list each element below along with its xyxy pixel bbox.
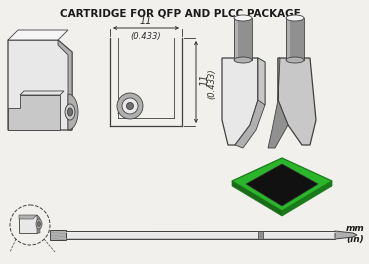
Circle shape (122, 98, 138, 114)
Polygon shape (58, 40, 72, 130)
Text: C420-280: C420-280 (153, 231, 197, 240)
Text: 11: 11 (200, 74, 210, 86)
Text: 11: 11 (140, 16, 152, 26)
Bar (258, 231, 263, 239)
Text: mm
(in): mm (in) (345, 224, 364, 244)
Polygon shape (232, 181, 282, 216)
Polygon shape (222, 58, 258, 145)
Polygon shape (68, 94, 78, 130)
Ellipse shape (65, 104, 75, 120)
Bar (234, 18, 238, 60)
Ellipse shape (234, 15, 252, 21)
Ellipse shape (286, 57, 304, 63)
Bar (19, 215, 37, 233)
Polygon shape (268, 58, 288, 148)
Polygon shape (8, 30, 68, 40)
Polygon shape (19, 215, 37, 219)
Text: (0.433): (0.433) (207, 69, 216, 99)
Polygon shape (278, 58, 316, 145)
Circle shape (127, 102, 134, 110)
Text: CARTRIDGE FOR QFP AND PLCC PACKAGE: CARTRIDGE FOR QFP AND PLCC PACKAGE (60, 8, 300, 18)
Bar (286, 18, 290, 60)
Polygon shape (246, 164, 318, 206)
Polygon shape (335, 231, 357, 239)
Ellipse shape (68, 108, 72, 116)
Bar (66, 231, 335, 239)
Bar (286, 18, 304, 60)
Ellipse shape (286, 15, 304, 21)
Bar (234, 18, 252, 60)
Polygon shape (258, 58, 265, 105)
Polygon shape (232, 158, 332, 211)
Ellipse shape (234, 57, 252, 63)
Polygon shape (37, 215, 40, 233)
Polygon shape (20, 91, 64, 95)
Polygon shape (8, 95, 60, 130)
Ellipse shape (38, 221, 41, 227)
Circle shape (117, 93, 143, 119)
Polygon shape (282, 181, 332, 216)
Polygon shape (235, 58, 265, 148)
Ellipse shape (36, 219, 42, 229)
Text: (0.433): (0.433) (131, 32, 161, 41)
Bar (50, 230, 66, 240)
Text: xxxxxxx: xxxxxxx (209, 231, 241, 240)
Polygon shape (8, 40, 72, 130)
